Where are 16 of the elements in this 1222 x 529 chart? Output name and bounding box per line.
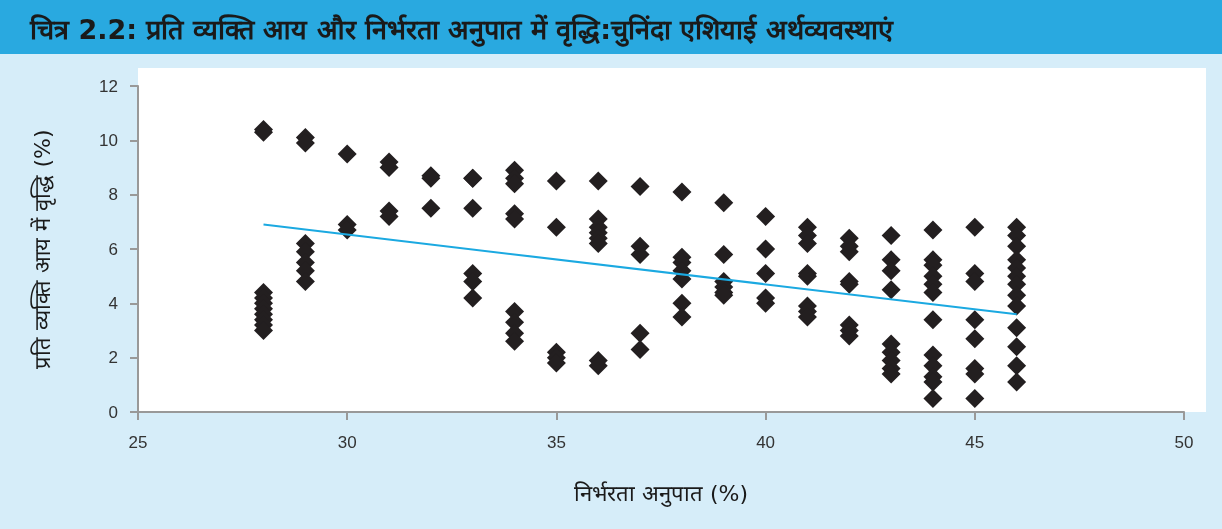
y-axis-title: प्रति व्यक्ति आय में वृद्धि (%) <box>29 129 56 369</box>
y-tick-label: 0 <box>108 402 118 422</box>
y-tick-label: 12 <box>99 76 118 96</box>
y-tick-label: 10 <box>99 130 118 150</box>
chart-title: चित्र 2.2: प्रति व्यक्ति आय और निर्भरता अनुपात में वृद्धि:चुनिंदा एशियाई अर्थव्यवस्थाएं <box>30 13 893 47</box>
x-tick-label: 30 <box>337 433 357 452</box>
x-tick-label: 50 <box>1174 433 1194 452</box>
x-tick-label: 25 <box>128 433 148 452</box>
x-tick-label: 35 <box>546 433 566 452</box>
x-tick-label: 45 <box>965 433 985 452</box>
y-tick-label: 2 <box>108 348 118 368</box>
y-tick-label: 8 <box>108 185 118 205</box>
y-tick-label: 6 <box>108 239 118 259</box>
x-axis-title: निर्भरता अनुपात (%) <box>573 480 749 507</box>
x-tick-label: 40 <box>756 433 776 452</box>
y-tick-label: 4 <box>108 293 118 313</box>
